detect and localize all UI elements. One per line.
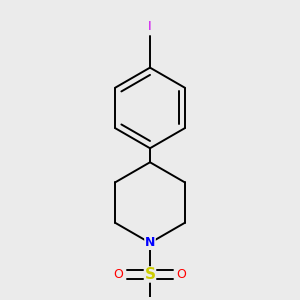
Text: O: O (113, 268, 123, 281)
Text: O: O (177, 268, 187, 281)
Text: N: N (145, 236, 155, 249)
Text: S: S (145, 267, 155, 282)
Text: I: I (148, 20, 152, 33)
